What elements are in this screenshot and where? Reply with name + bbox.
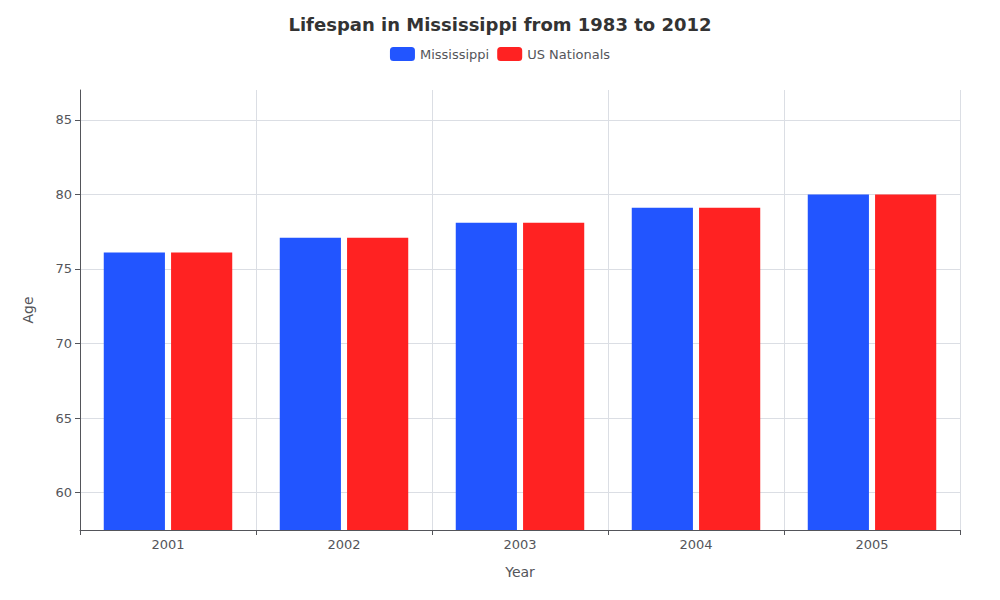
svg-text:70: 70 <box>55 336 72 351</box>
svg-text:US Nationals: US Nationals <box>527 47 610 62</box>
svg-text:2003: 2003 <box>503 537 536 552</box>
svg-text:2002: 2002 <box>327 537 360 552</box>
svg-text:2005: 2005 <box>855 537 888 552</box>
svg-text:60: 60 <box>55 485 72 500</box>
svg-text:Year: Year <box>504 564 535 580</box>
svg-text:Lifespan in Mississippi from 1: Lifespan in Mississippi from 1983 to 201… <box>288 14 711 35</box>
svg-text:75: 75 <box>55 261 72 276</box>
svg-text:65: 65 <box>55 411 72 426</box>
svg-text:Age: Age <box>20 296 36 323</box>
svg-text:85: 85 <box>55 112 72 127</box>
svg-text:2001: 2001 <box>151 537 184 552</box>
svg-text:2004: 2004 <box>679 537 712 552</box>
svg-text:Mississippi: Mississippi <box>420 47 489 62</box>
svg-text:80: 80 <box>55 187 72 202</box>
